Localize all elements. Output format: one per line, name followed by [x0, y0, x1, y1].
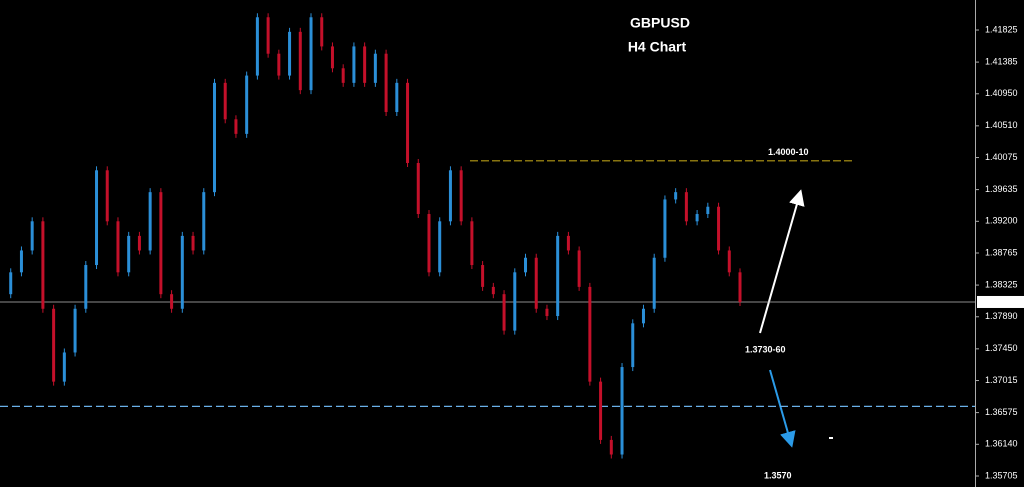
candle — [148, 192, 152, 251]
y-tick-label: 1.40510 — [985, 120, 1018, 130]
candle — [459, 170, 463, 222]
y-tick-label: 1.39200 — [985, 216, 1018, 226]
current-price-label: 1.38093 — [985, 296, 1018, 306]
annotation: 1.3730-60 — [745, 344, 786, 354]
candle — [566, 235, 570, 251]
y-tick-label: 1.38765 — [985, 247, 1018, 257]
candle — [438, 221, 442, 273]
candle — [266, 17, 270, 54]
y-tick-label: 1.41825 — [985, 24, 1018, 34]
candle — [170, 294, 174, 309]
y-tick-label: 1.37890 — [985, 311, 1018, 321]
candle — [416, 163, 420, 215]
candle — [481, 265, 485, 287]
candle — [588, 286, 592, 382]
candle — [609, 439, 613, 455]
candle — [277, 53, 281, 76]
candle — [491, 286, 495, 295]
candle — [137, 235, 141, 251]
candle — [159, 192, 163, 295]
current-price-box — [977, 295, 1024, 308]
candle — [706, 206, 710, 215]
y-tick-label: 1.37015 — [985, 375, 1018, 385]
candle — [62, 352, 66, 382]
candle — [502, 294, 506, 331]
candle — [363, 46, 367, 83]
candle — [320, 17, 324, 47]
candle — [738, 272, 742, 302]
candle — [330, 46, 334, 69]
annotation: 1.3570 — [764, 470, 792, 480]
candle — [641, 308, 645, 324]
y-tick-label: 1.39635 — [985, 184, 1018, 194]
candle — [73, 308, 77, 353]
y-tick-label: 1.40075 — [985, 152, 1018, 162]
candle — [30, 221, 34, 251]
chart-title: GBPUSD — [630, 15, 690, 31]
candle — [212, 82, 216, 193]
y-tick-label: 1.36140 — [985, 439, 1018, 449]
y-tick-label: 1.41385 — [985, 56, 1018, 66]
candle — [631, 323, 635, 368]
candle — [84, 265, 88, 309]
candle — [255, 17, 259, 76]
marker — [829, 437, 833, 439]
y-tick-label: 1.38325 — [985, 279, 1018, 289]
candle — [534, 257, 538, 309]
arrow-up — [759, 189, 805, 334]
candle — [427, 214, 431, 273]
candle — [298, 31, 302, 91]
candle — [545, 308, 549, 317]
candle — [234, 119, 238, 134]
candle — [674, 192, 678, 200]
candle — [652, 257, 656, 309]
candle — [52, 308, 56, 382]
candle — [341, 68, 345, 83]
candle — [180, 235, 184, 309]
candle — [695, 214, 699, 222]
y-tick-label: 1.36575 — [985, 407, 1018, 417]
y-tick-label: 1.37450 — [985, 343, 1018, 353]
candle — [95, 170, 99, 266]
candle — [727, 250, 731, 273]
candle — [19, 250, 23, 273]
candle — [513, 272, 517, 331]
candle — [288, 31, 292, 76]
candle — [556, 235, 560, 317]
candle — [599, 381, 603, 440]
candle — [245, 75, 249, 134]
arrow-down — [769, 369, 796, 448]
candle — [620, 367, 624, 455]
candle — [116, 221, 120, 273]
candle — [406, 82, 410, 164]
candle — [127, 235, 131, 273]
candle — [191, 235, 195, 251]
candle — [448, 170, 452, 222]
candle — [105, 170, 109, 222]
candle — [524, 257, 528, 273]
candle — [384, 53, 388, 113]
candle — [577, 250, 581, 287]
candle — [684, 192, 688, 222]
candle — [717, 206, 721, 251]
chart-subtitle: H4 Chart — [628, 39, 687, 55]
candle — [663, 199, 667, 258]
candle — [373, 53, 377, 83]
candle — [470, 221, 474, 266]
candle — [202, 192, 206, 251]
candle — [41, 221, 45, 309]
candle — [309, 17, 313, 91]
y-tick-label: 1.40950 — [985, 88, 1018, 98]
y-tick-label: 1.35705 — [985, 470, 1018, 480]
candle — [223, 82, 227, 120]
candle — [395, 82, 399, 113]
level-label: 1.4000-10 — [768, 147, 809, 157]
candle — [352, 46, 356, 83]
candle — [9, 272, 13, 295]
